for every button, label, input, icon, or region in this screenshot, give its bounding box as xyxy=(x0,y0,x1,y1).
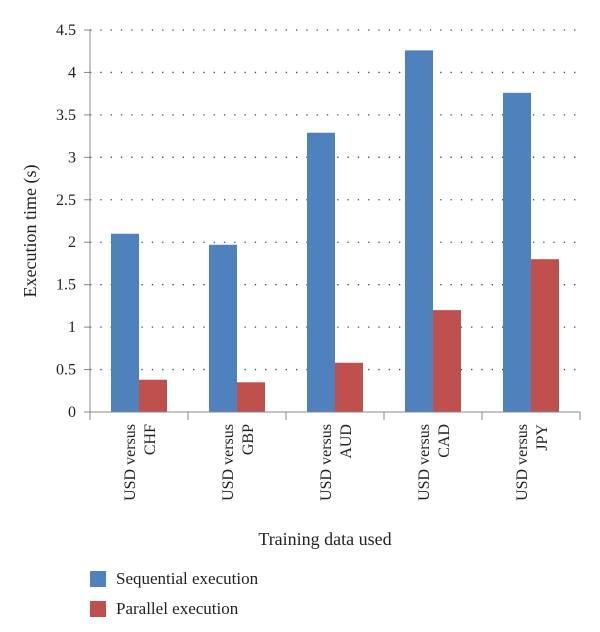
x-category-label-line: USD versus xyxy=(122,424,139,501)
bar-sequential xyxy=(111,233,139,412)
legend-label-sequential: Sequential execution xyxy=(116,569,259,588)
x-category-label-line: USD versus xyxy=(318,424,335,501)
legend-swatch-parallel xyxy=(90,601,106,617)
y-tick-label: 2.5 xyxy=(56,192,76,209)
y-tick-label: 2 xyxy=(68,234,76,251)
x-category-labels: USD versus CHF USD versus GBP USD versus AUD U… xyxy=(122,424,551,501)
y-tick-label: 0 xyxy=(68,404,76,421)
legend-swatch-sequential xyxy=(90,571,106,587)
bar-chart: 00.511.522.533.544.5 USD versus CHF USD ve… xyxy=(20,22,581,549)
x-category-label-line: CAD xyxy=(436,424,453,458)
y-tick-label: 3.5 xyxy=(56,107,76,124)
y-tick-label: 4.5 xyxy=(56,22,76,39)
legend-label-parallel: Parallel execution xyxy=(116,599,239,618)
x-category-label: USD versus JPY xyxy=(514,424,551,501)
y-tick-label: 1.5 xyxy=(56,277,76,294)
bars xyxy=(111,50,559,413)
bar-parallel xyxy=(237,382,265,412)
x-category-label-line: USD versus xyxy=(514,424,531,501)
bar-parallel xyxy=(335,362,363,412)
x-category-label: USD versus CAD xyxy=(416,424,453,501)
axes xyxy=(84,29,581,420)
bar-parallel xyxy=(433,310,461,412)
x-category-label: USD versus CHF xyxy=(122,424,159,501)
y-axis-title: Execution time (s) xyxy=(20,165,41,298)
x-category-label-line: USD versus xyxy=(220,424,237,501)
y-tick-label: 3 xyxy=(68,149,76,166)
x-category-label-line: JPY xyxy=(534,424,551,451)
legend-item-sequential: Sequential execution xyxy=(90,564,258,594)
x-category-label-line: GBP xyxy=(240,424,257,455)
x-category-label-line: AUD xyxy=(338,424,355,459)
bar-sequential xyxy=(209,244,237,412)
y-tick-labels: 0 0.5 1 1.5 2 2.5 3 3.5 4 4.5 xyxy=(56,22,76,421)
bar-parallel xyxy=(139,379,167,412)
bar-sequential xyxy=(405,50,433,413)
bar-sequential xyxy=(307,132,335,412)
y-tick-label: 1 xyxy=(68,319,76,336)
y-tick-label: 0.5 xyxy=(56,362,76,379)
x-category-label: USD versus GBP xyxy=(220,424,257,501)
bar-sequential xyxy=(503,92,531,412)
x-axis-title: Training data used xyxy=(258,529,391,549)
x-category-label: USD versus AUD xyxy=(318,424,355,501)
legend-item-parallel: Parallel execution xyxy=(90,594,258,624)
y-tick-label: 4 xyxy=(68,64,76,81)
x-category-label-line: USD versus xyxy=(416,424,433,501)
bar-parallel xyxy=(531,259,559,412)
legend: Sequential execution Parallel execution xyxy=(90,564,258,624)
x-category-label-line: CHF xyxy=(142,424,159,455)
